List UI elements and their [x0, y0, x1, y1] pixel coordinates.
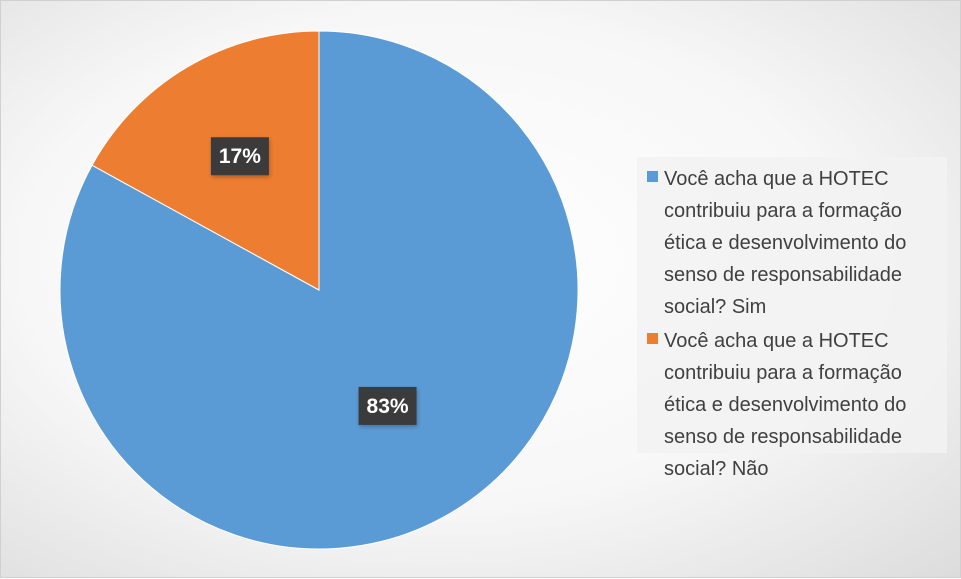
- data-label-sim: 83%: [358, 386, 417, 425]
- pie-slice-nao: [91, 30, 320, 291]
- legend-swatch-sim: [647, 171, 658, 182]
- legend: Você acha que a HOTEC contribuiu para a …: [637, 157, 947, 480]
- data-label-box-nao: [210, 137, 269, 176]
- data-label-nao: 17%: [210, 137, 269, 176]
- legend-swatch-nao: [647, 333, 658, 344]
- legend-label-sim: Você acha que a HOTEC contribuiu para a …: [664, 168, 907, 318]
- legend-label-nao: Você acha que a HOTEC contribuiu para a …: [664, 330, 907, 480]
- data-label-box-sim: [358, 386, 417, 425]
- data-label-text-nao: 17%: [219, 145, 261, 168]
- data-label-text-sim: 83%: [367, 395, 409, 418]
